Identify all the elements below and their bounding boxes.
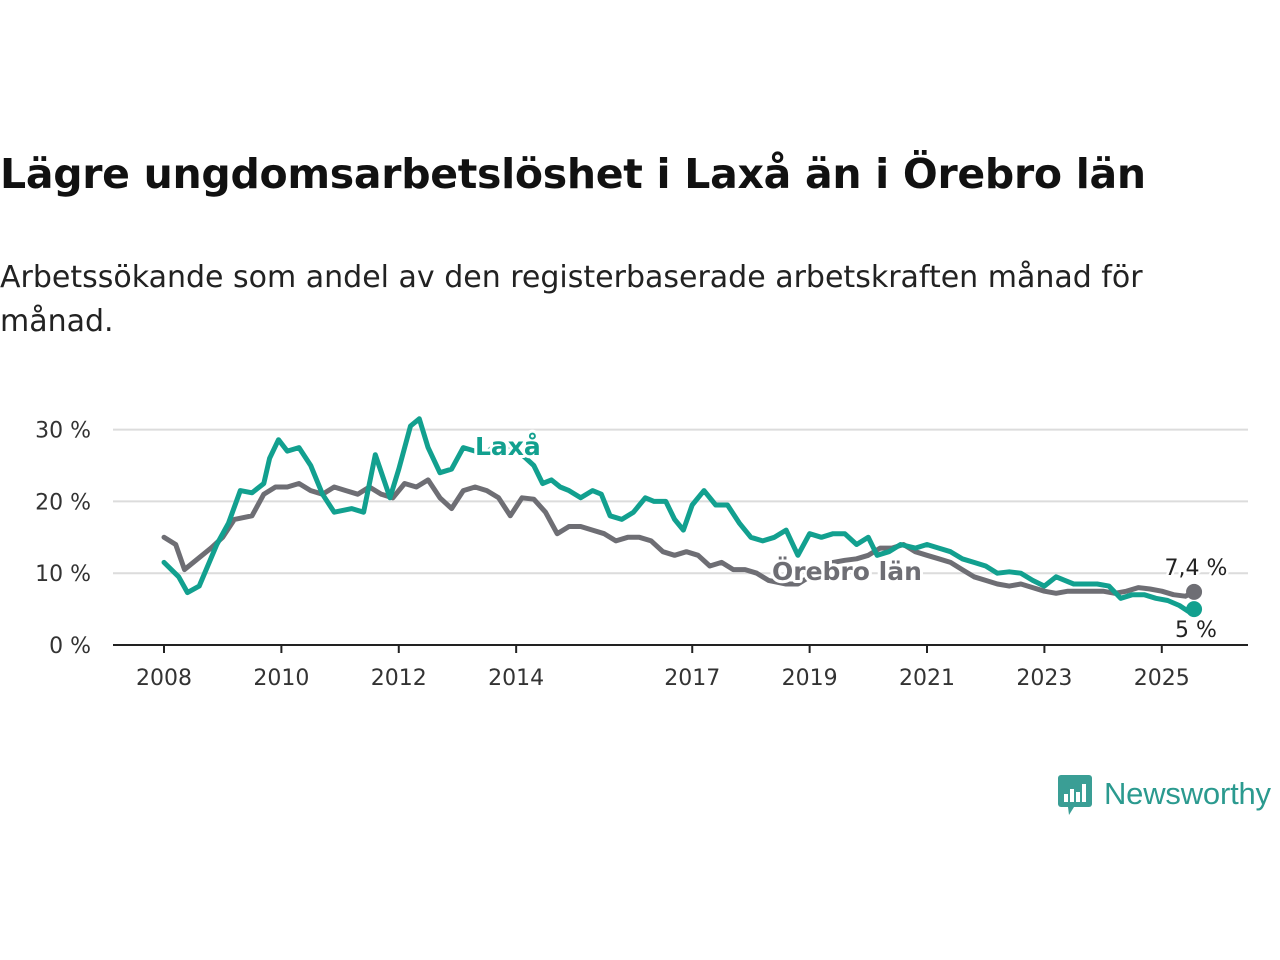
brand-name: Newsworthy — [1104, 776, 1271, 811]
x-tick-label: 2010 — [253, 666, 309, 690]
end-value-label-laxa: 5 % — [1175, 618, 1217, 643]
x-axis: 2008 2010 2012 2014 2017 2019 2021 2023 2025 — [113, 644, 1248, 690]
x-tick-label: 2025 — [1134, 666, 1190, 690]
end-value-label-orebro: 7,4 % — [1165, 556, 1228, 581]
series-line — [161, 477, 1197, 599]
series-label-orebro: Örebro län — [772, 556, 922, 586]
y-tick-label: 10 % — [35, 562, 91, 587]
x-tick-label: 2008 — [136, 666, 192, 690]
x-tick-label: 2021 — [899, 666, 955, 690]
x-tick-label: 2012 — [371, 666, 427, 690]
series-lines — [161, 416, 1197, 614]
line-chart: 0 % 10 % 20 % 30 % 2008 2010 2012 2014 2017 2019… — [35, 416, 1248, 690]
y-tick-label: 20 % — [35, 490, 91, 515]
newsworthy-brand: Newsworthy — [1058, 772, 1271, 816]
series-line — [161, 416, 1197, 614]
y-tick-label: 0 % — [49, 634, 91, 659]
newsworthy-logo-icon — [1058, 775, 1092, 815]
x-tick-label: 2014 — [488, 666, 544, 690]
chart-title: Lägre ungdomsarbetslöshet i Laxå än i Ör… — [0, 150, 1146, 198]
x-tick-label: 2017 — [664, 666, 720, 690]
series-end-marker-laxa — [1186, 601, 1203, 618]
chart-subtitle: Arbetssökande som andel av den registerb… — [0, 260, 1143, 339]
series-label-laxa: Laxå — [475, 432, 541, 461]
x-tick-label: 2023 — [1016, 666, 1072, 690]
annotations: Laxå Örebro län 7,4 % 5 % — [472, 429, 1230, 646]
y-axis-labels: 0 % 10 % 20 % 30 % — [35, 419, 91, 659]
y-tick-label: 30 % — [35, 419, 91, 444]
series-end-marker-orebro — [1186, 583, 1203, 600]
x-tick-label: 2019 — [782, 666, 838, 690]
grid-lines — [113, 428, 1248, 575]
